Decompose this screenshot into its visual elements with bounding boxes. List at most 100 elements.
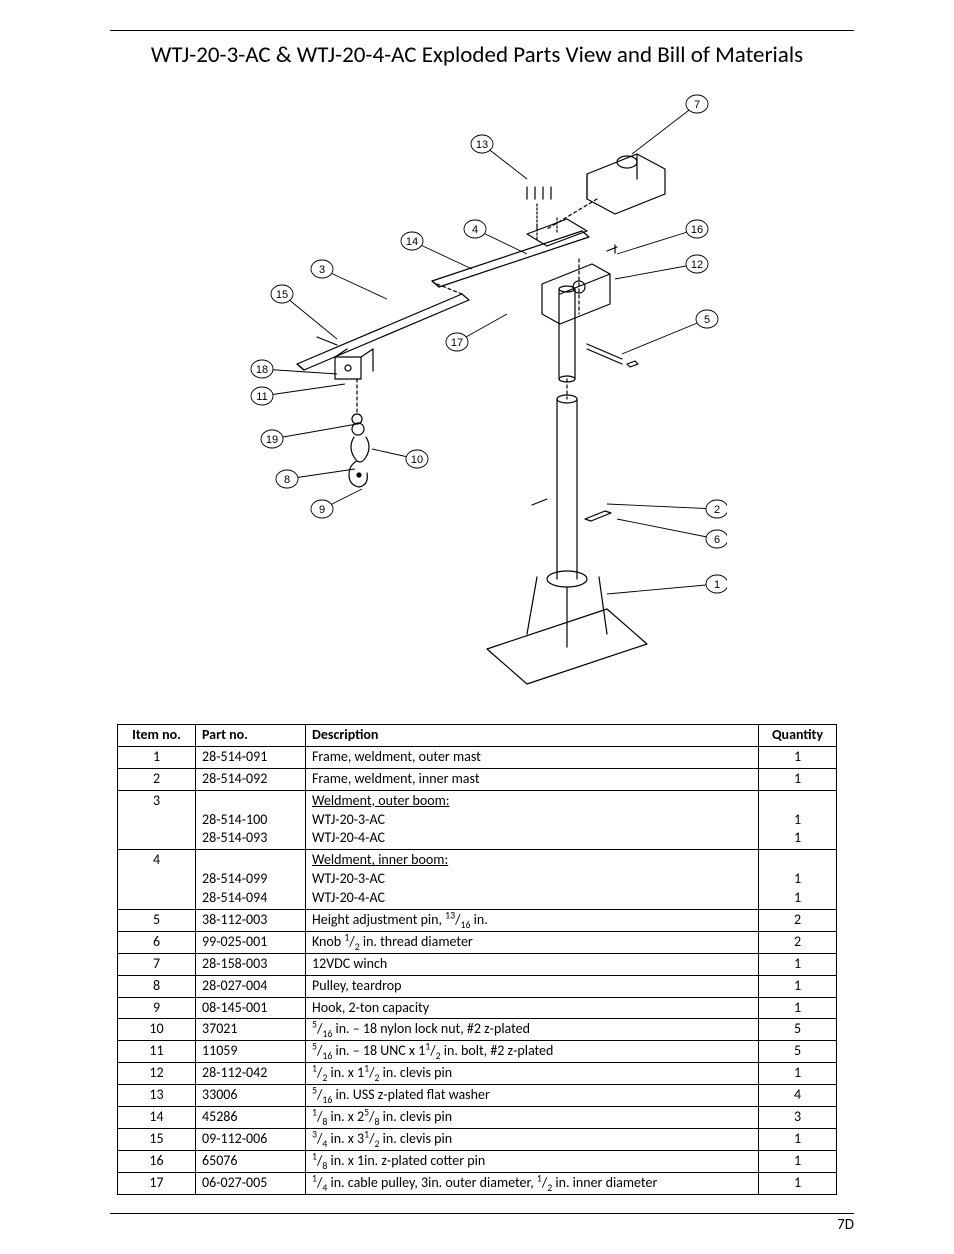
cell-part: 65076: [196, 1150, 306, 1172]
cell-part: 99-025-001: [196, 931, 306, 953]
svg-text:19: 19: [266, 434, 278, 446]
cell-desc: 12VDC winch: [306, 953, 759, 975]
exploded-diagram: 71316414123155171811191089261: [227, 79, 727, 699]
svg-text:2: 2: [714, 504, 720, 516]
cell-item: 16: [118, 1150, 196, 1172]
cell-item: 5: [118, 910, 196, 932]
cell-qty: 1: [759, 997, 837, 1019]
cell-qty: 2: [759, 931, 837, 953]
svg-text:17: 17: [451, 337, 463, 349]
svg-text:10: 10: [411, 454, 423, 466]
cell-desc: Hook, 2-ton capacity: [306, 997, 759, 1019]
page: WTJ-20-3-AC & WTJ-20-4-AC Exploded Parts…: [0, 0, 954, 1254]
cell-part: 28-514-092: [196, 768, 306, 790]
cell-item: 2: [118, 768, 196, 790]
cell-item: 7: [118, 953, 196, 975]
svg-text:16: 16: [691, 224, 703, 236]
svg-text:11: 11: [256, 391, 267, 403]
bom-header-part: Part no.: [196, 725, 306, 747]
cell-part: 37021: [196, 1019, 306, 1041]
table-row: 13330065/16 in. USS z-plated flat washer…: [118, 1085, 837, 1107]
table-row: 3 28-514-100 28-514-093Weldment, outer b…: [118, 790, 837, 850]
cell-part: 28-027-004: [196, 975, 306, 997]
cell-desc: Pulley, teardrop: [306, 975, 759, 997]
table-row: 128-514-091Frame, weldment, outer mast1: [118, 746, 837, 768]
svg-text:3: 3: [319, 264, 325, 276]
cell-desc: 1/4 in. cable pulley, 3in. outer diamete…: [306, 1172, 759, 1194]
cell-desc: 3/4 in. x 31/2 in. clevis pin: [306, 1128, 759, 1150]
bom-header-qty: Quantity: [759, 725, 837, 747]
cell-qty: 1 1: [759, 790, 837, 850]
cell-item: 4: [118, 850, 196, 910]
cell-item: 9: [118, 997, 196, 1019]
cell-desc: Weldment, inner boom:WTJ-20-3-ACWTJ-20-4…: [306, 850, 759, 910]
svg-text:7: 7: [694, 99, 700, 111]
cell-qty: 1: [759, 1172, 837, 1194]
cell-part: 28-514-091: [196, 746, 306, 768]
svg-text:8: 8: [284, 474, 290, 486]
svg-text:4: 4: [472, 224, 478, 236]
cell-item: 6: [118, 931, 196, 953]
cell-part: 45286: [196, 1107, 306, 1129]
cell-part: 28-514-100 28-514-093: [196, 790, 306, 850]
cell-item: 13: [118, 1085, 196, 1107]
top-rule: [110, 30, 854, 31]
cell-desc: Frame, weldment, inner mast: [306, 768, 759, 790]
bottom-rule: [110, 1213, 854, 1214]
cell-item: 14: [118, 1107, 196, 1129]
table-row: 228-514-092Frame, weldment, inner mast1: [118, 768, 837, 790]
table-row: 10370215/16 in. – 18 nylon lock nut, #2 …: [118, 1019, 837, 1041]
cell-item: 15: [118, 1128, 196, 1150]
cell-desc: 5/16 in. – 18 UNC x 11/2 in. bolt, #2 z-…: [306, 1041, 759, 1063]
cell-qty: 4: [759, 1085, 837, 1107]
page-title: WTJ-20-3-AC & WTJ-20-4-AC Exploded Parts…: [60, 41, 894, 69]
diagram-wrap: 71316414123155171811191089261: [60, 79, 894, 724]
table-row: 538-112-003Height adjustment pin, 13/16 …: [118, 910, 837, 932]
table-row: 828-027-004Pulley, teardrop1: [118, 975, 837, 997]
cell-item: 12: [118, 1063, 196, 1085]
svg-text:6: 6: [714, 534, 720, 546]
cell-part: 09-112-006: [196, 1128, 306, 1150]
cell-part: 28-514-099 28-514-094: [196, 850, 306, 910]
cell-desc: 5/16 in. USS z-plated flat washer: [306, 1085, 759, 1107]
cell-qty: 1: [759, 1128, 837, 1150]
cell-desc: Knob 1/2 in. thread diameter: [306, 931, 759, 953]
table-row: 14452861/8 in. x 25/8 in. clevis pin3: [118, 1107, 837, 1129]
cell-qty: 1: [759, 953, 837, 975]
table-row: 728-158-00312VDC winch1: [118, 953, 837, 975]
cell-qty: 2: [759, 910, 837, 932]
svg-text:13: 13: [476, 139, 488, 151]
table-row: 699-025-001Knob 1/2 in. thread diameter2: [118, 931, 837, 953]
cell-desc: Frame, weldment, outer mast: [306, 746, 759, 768]
cell-part: 28-158-003: [196, 953, 306, 975]
cell-qty: 5: [759, 1019, 837, 1041]
bom-header-item: Item no.: [118, 725, 196, 747]
bom-header-desc: Description: [306, 725, 759, 747]
cell-part: 11059: [196, 1041, 306, 1063]
bom-table-head: Item no. Part no. Description Quantity: [118, 725, 837, 747]
cell-part: 08-145-001: [196, 997, 306, 1019]
cell-qty: 1: [759, 1063, 837, 1085]
svg-text:12: 12: [691, 259, 703, 271]
cell-qty: 1: [759, 1150, 837, 1172]
bom-table: Item no. Part no. Description Quantity 1…: [117, 724, 837, 1195]
table-row: 4 28-514-099 28-514-094Weldment, inner b…: [118, 850, 837, 910]
cell-desc: Height adjustment pin, 13/16 in.: [306, 910, 759, 932]
svg-text:15: 15: [276, 289, 288, 301]
svg-text:18: 18: [256, 364, 268, 376]
cell-item: 11: [118, 1041, 196, 1063]
cell-part: 33006: [196, 1085, 306, 1107]
cell-qty: 1: [759, 746, 837, 768]
bom-table-body: 128-514-091Frame, weldment, outer mast12…: [118, 746, 837, 1194]
table-row: 11110595/16 in. – 18 UNC x 11/2 in. bolt…: [118, 1041, 837, 1063]
cell-qty: 1: [759, 975, 837, 997]
svg-text:1: 1: [714, 579, 720, 591]
cell-desc: 1/2 in. x 11/2 in. clevis pin: [306, 1063, 759, 1085]
cell-item: 3: [118, 790, 196, 850]
cell-qty: 3: [759, 1107, 837, 1129]
cell-part: 38-112-003: [196, 910, 306, 932]
cell-item: 17: [118, 1172, 196, 1194]
svg-text:9: 9: [319, 504, 325, 516]
svg-text:14: 14: [406, 236, 418, 248]
cell-item: 10: [118, 1019, 196, 1041]
